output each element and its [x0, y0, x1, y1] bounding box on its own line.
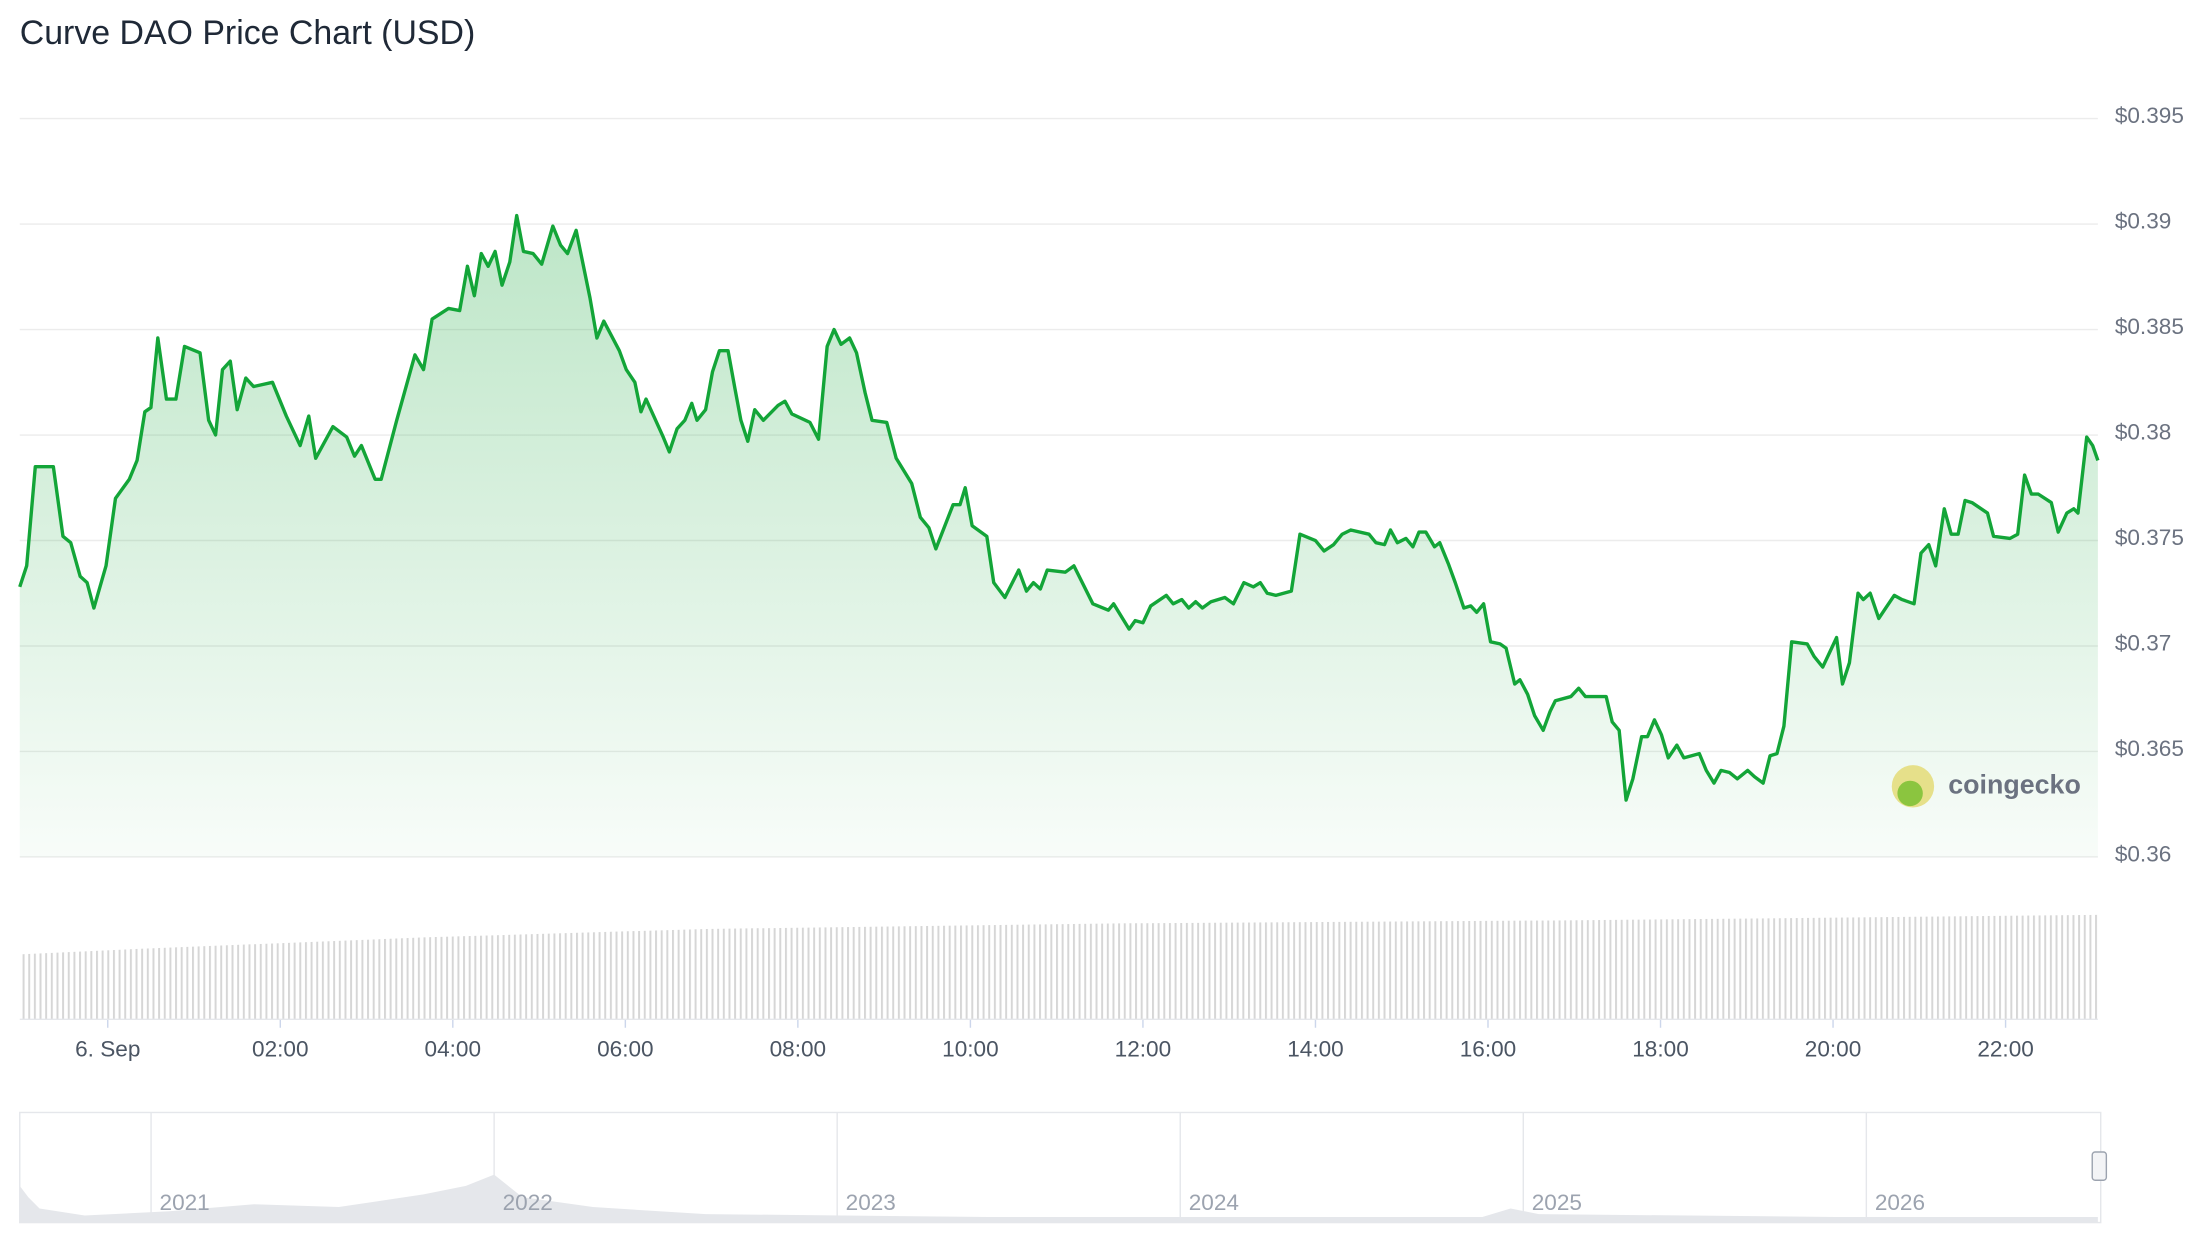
x-tick-label: 6. Sep	[75, 1036, 140, 1061]
y-tick-label: $0.39	[2115, 209, 2172, 234]
y-tick-label: $0.385	[2115, 314, 2184, 339]
chart-title: Curve DAO Price Chart (USD)	[20, 14, 476, 52]
y-tick-label: $0.395	[2115, 103, 2184, 128]
navigator-handle[interactable]	[2091, 1151, 2108, 1181]
volume-bars	[19, 914, 2098, 1020]
x-tick-label: 04:00	[425, 1036, 482, 1061]
watermark-text: coingecko	[1948, 769, 2081, 799]
plot-area	[18, 213, 2100, 857]
x-tick-label: 20:00	[1805, 1036, 1862, 1061]
price-line	[18, 213, 2100, 802]
watermark-logo-inner	[1897, 780, 1923, 807]
navigator-label: 2024	[1189, 1190, 1239, 1215]
navigator: 2021 2022 2023 2024 2025 2026	[19, 1111, 2108, 1224]
navigator-label: 2022	[503, 1190, 553, 1215]
y-tick-label: $0.375	[2115, 525, 2184, 550]
x-tick-label: 12:00	[1115, 1036, 1172, 1061]
x-tick-label: 14:00	[1287, 1036, 1344, 1061]
watermark: coingecko	[1891, 765, 2081, 808]
x-tick-label: 16:00	[1460, 1036, 1517, 1061]
x-tick-label: 22:00	[1977, 1036, 2034, 1061]
navigator-area	[19, 1174, 2098, 1223]
x-axis: 6. Sep 02:00 04:00 06:00 08:00 10:00 12:00 14:0…	[19, 1018, 2098, 1061]
navigator-label: 2023	[846, 1190, 896, 1215]
x-tick-label: 10:00	[942, 1036, 999, 1061]
navigator-label: 2021	[160, 1190, 210, 1215]
x-tick-label: 18:00	[1632, 1036, 1689, 1061]
grid: $0.36 $0.365 $0.37 $0.375 $0.38 $0.385 $0.39 $0…	[19, 103, 2184, 866]
x-tick-label: 08:00	[770, 1036, 827, 1061]
navigator-label: 2025	[1532, 1190, 1582, 1215]
y-tick-label: $0.37	[2115, 631, 2172, 656]
navigator-label: 2026	[1875, 1190, 1925, 1215]
y-tick-label: $0.38	[2115, 420, 2172, 445]
y-tick-label: $0.365	[2115, 736, 2184, 761]
x-tick-label: 02:00	[252, 1036, 309, 1061]
price-area	[19, 215, 2098, 857]
y-tick-label: $0.36	[2115, 841, 2172, 866]
navigator-frame	[19, 1111, 2102, 1224]
x-tick-label: 06:00	[597, 1036, 654, 1061]
